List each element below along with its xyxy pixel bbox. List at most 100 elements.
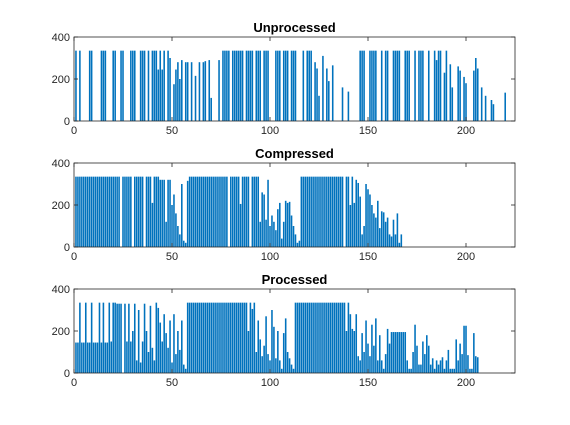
- processed-bar-117: [302, 302, 305, 373]
- processed-bar-191: [447, 349, 450, 373]
- processed-bar-89: [247, 331, 250, 373]
- unprocessed-bar-174: [414, 50, 416, 121]
- compressed-bar-41: [153, 176, 156, 247]
- unprocessed-bar-77: [224, 50, 226, 121]
- compressed-bar-2: [77, 176, 79, 247]
- processed-bar-8: [88, 342, 91, 373]
- processed-bar-142: [351, 328, 354, 373]
- processed-bar-7: [86, 342, 89, 373]
- processed-bar-168: [402, 332, 405, 373]
- unprocessed-bar-130: [328, 81, 330, 121]
- unprocessed-bar-132: [331, 65, 334, 121]
- unprocessed-bar-64: [198, 62, 201, 121]
- compressed-bar-8: [88, 176, 91, 247]
- processed-bar-199: [463, 325, 465, 373]
- unprocessed-bar-52: [175, 69, 177, 121]
- compressed-bar-166: [398, 242, 401, 247]
- processed-bar-55: [181, 320, 183, 373]
- processed-bar-16: [104, 342, 107, 373]
- unprocessed-bar-15: [102, 50, 105, 121]
- compressed-bar-143: [353, 202, 356, 247]
- unprocessed-bar-113: [294, 50, 297, 121]
- processed-bar-120: [308, 302, 310, 373]
- compressed-bar-152: [371, 205, 373, 247]
- compressed-bar-108: [284, 200, 287, 247]
- processed-bar-65: [200, 302, 203, 373]
- compressed-xtick-label-150: 150: [359, 251, 377, 263]
- compressed-bar-115: [298, 240, 301, 247]
- unprocessed-bar-200: [465, 83, 467, 121]
- unprocessed-xtick-label-50: 50: [166, 125, 178, 137]
- processed-bar-156: [378, 335, 381, 373]
- compressed-bar-46: [163, 179, 165, 247]
- unprocessed-bar-148: [363, 50, 365, 121]
- compressed-bar-78: [226, 176, 228, 247]
- unprocessed-bar-169: [404, 50, 407, 121]
- compressed-bar-23: [118, 176, 120, 247]
- compressed-bar-64: [198, 176, 201, 247]
- processed-bar-31: [133, 303, 136, 373]
- processed-bar-115: [298, 302, 301, 373]
- compressed-bar-68: [206, 176, 209, 247]
- unprocessed-bar-121: [310, 50, 312, 121]
- unprocessed-bar-46: [163, 50, 165, 121]
- compressed-bar-151: [369, 194, 371, 247]
- unprocessed-bar-8: [88, 50, 91, 121]
- processed-xtick-label-50: 50: [166, 377, 178, 389]
- unprocessed-bar-57: [184, 62, 187, 121]
- compressed-bar-56: [182, 240, 185, 247]
- compressed-bar-71: [212, 176, 214, 247]
- compressed-bar-74: [218, 176, 220, 247]
- processed-bar-45: [161, 341, 163, 373]
- unprocessed-bar-108: [284, 50, 287, 121]
- compressed-bar-51: [173, 194, 175, 247]
- unprocessed-xtick-label-100: 100: [261, 125, 279, 137]
- unprocessed-bar-67: [204, 61, 207, 121]
- processed-bar-2: [77, 342, 79, 373]
- processed-bar-79: [228, 302, 230, 373]
- processed-bar-36: [143, 303, 146, 373]
- unprocessed-bar-189: [443, 72, 446, 121]
- processed-bar-70: [210, 302, 212, 373]
- compressed-bar-48: [167, 179, 169, 247]
- processed-bar-147: [361, 333, 363, 373]
- compressed-bar-17: [106, 176, 109, 247]
- compressed-bar-139: [345, 176, 348, 247]
- processed-bar-17: [106, 342, 109, 373]
- processed-bar-175: [416, 345, 418, 373]
- compressed-ytick-label-0: 0: [64, 242, 70, 254]
- unprocessed-bar-184: [433, 50, 436, 121]
- processed-bar-78: [226, 302, 228, 373]
- processed-bar-186: [437, 364, 440, 373]
- compressed-xtick-label-0: 0: [71, 251, 77, 263]
- processed-bar-10: [92, 342, 95, 373]
- compressed-bar-163: [392, 219, 395, 247]
- compressed-bar-67: [204, 176, 207, 247]
- processed-bar-5: [83, 342, 85, 373]
- compressed-bar-137: [341, 176, 344, 247]
- compressed-bar-150: [367, 189, 369, 247]
- compressed-bar-128: [324, 176, 326, 247]
- processed-bar-104: [277, 331, 279, 373]
- compressed-bar-124: [316, 176, 318, 247]
- unprocessed-bar-112: [292, 50, 295, 121]
- compressed-bar-40: [151, 202, 154, 247]
- processed-bar-126: [320, 302, 322, 373]
- unprocessed-bar-109: [286, 50, 289, 121]
- unprocessed-bar-123: [314, 62, 316, 121]
- compressed-bar-69: [208, 176, 211, 247]
- unprocessed-bar-159: [384, 50, 387, 121]
- processed-bar-204: [473, 333, 475, 373]
- processed-bar-174: [414, 324, 416, 373]
- processed-ytick-label-400: 400: [52, 284, 70, 296]
- compressed-bar-83: [235, 176, 238, 247]
- unprocessed-bar-20: [112, 50, 114, 121]
- compressed-bar-18: [108, 176, 111, 247]
- processed-bar-201: [467, 355, 469, 373]
- processed-bar-12: [96, 342, 99, 373]
- unprocessed-bar-82: [233, 50, 236, 121]
- processed-bar-202: [469, 368, 471, 373]
- processed-bar-56: [182, 364, 185, 373]
- processed-bar-133: [333, 302, 336, 373]
- processed-bar-170: [406, 360, 408, 373]
